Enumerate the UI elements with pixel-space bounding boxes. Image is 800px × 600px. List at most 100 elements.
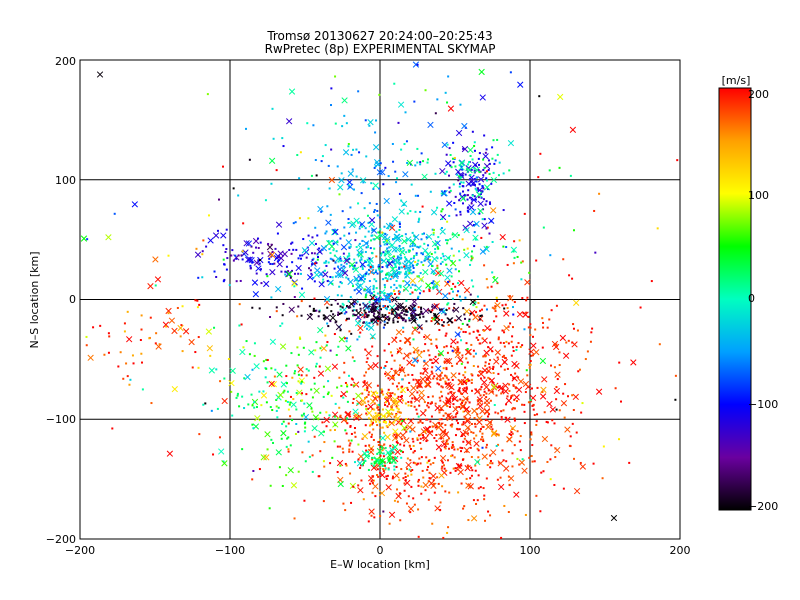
data-point-dot bbox=[465, 168, 468, 171]
data-point-dot bbox=[456, 282, 459, 285]
data-point-x bbox=[446, 267, 453, 274]
data-point-dot bbox=[320, 210, 323, 213]
data-point-dot bbox=[479, 193, 482, 196]
data-point-dot bbox=[343, 234, 346, 237]
data-point-dot bbox=[529, 326, 532, 329]
data-point-dot bbox=[281, 322, 284, 325]
data-point-dot bbox=[370, 447, 373, 450]
data-point-dot bbox=[375, 301, 378, 304]
data-point-dot bbox=[494, 411, 497, 414]
data-point-dot bbox=[250, 245, 253, 248]
data-point-dot bbox=[272, 137, 275, 140]
data-point-dot bbox=[512, 250, 515, 253]
data-point-dot bbox=[379, 515, 382, 518]
data-point-dot bbox=[392, 475, 395, 478]
data-point-dot bbox=[334, 261, 337, 264]
data-point-dot bbox=[384, 166, 387, 169]
data-point-dot bbox=[451, 349, 454, 352]
data-point-dot bbox=[444, 374, 447, 377]
data-point-dot bbox=[440, 385, 443, 388]
data-point-dot bbox=[371, 229, 374, 232]
data-point-dot bbox=[469, 154, 472, 157]
data-point-dot bbox=[285, 265, 288, 268]
data-point-dot bbox=[485, 446, 488, 449]
data-point-x bbox=[385, 222, 393, 230]
data-point-dot bbox=[379, 254, 382, 257]
data-point-dot bbox=[275, 405, 278, 408]
data-point-dot bbox=[238, 324, 241, 327]
data-point-x bbox=[376, 169, 384, 176]
data-point-dot bbox=[477, 338, 480, 341]
data-point-x bbox=[286, 270, 293, 278]
data-point-dot bbox=[464, 296, 467, 299]
data-point-dot bbox=[398, 284, 401, 287]
data-point-dot bbox=[313, 382, 316, 385]
data-point-dot bbox=[414, 284, 417, 287]
data-point-dot bbox=[491, 390, 494, 393]
data-point-dot bbox=[368, 301, 371, 304]
data-point-dot bbox=[398, 221, 401, 224]
data-point-dot bbox=[441, 260, 444, 263]
data-point-dot bbox=[489, 421, 492, 424]
data-point-dot bbox=[602, 445, 605, 448]
data-point-dot bbox=[304, 421, 307, 424]
data-point-x bbox=[362, 240, 370, 247]
data-point-dot bbox=[274, 368, 277, 371]
data-point-dot bbox=[481, 185, 484, 188]
data-point-x bbox=[445, 160, 452, 167]
data-point-dot bbox=[446, 439, 449, 442]
data-point-x bbox=[376, 447, 384, 455]
data-point-dot bbox=[326, 393, 329, 396]
data-point-x bbox=[461, 122, 468, 130]
data-point-dot bbox=[382, 241, 385, 244]
data-point-x bbox=[476, 191, 483, 198]
data-point-dot bbox=[354, 239, 357, 242]
data-point-dot bbox=[404, 479, 407, 482]
data-point-dot bbox=[427, 349, 430, 352]
data-point-x bbox=[365, 288, 372, 295]
data-point-dot bbox=[393, 262, 396, 265]
data-point-x bbox=[391, 399, 398, 407]
data-point-dot bbox=[464, 401, 467, 404]
data-point-x bbox=[370, 227, 378, 234]
data-point-x bbox=[374, 161, 382, 168]
data-point-dot bbox=[125, 362, 128, 365]
data-point-dot bbox=[434, 112, 437, 115]
data-point-dot bbox=[384, 403, 387, 406]
data-point-dot bbox=[388, 318, 391, 321]
data-point-dot bbox=[346, 305, 349, 308]
data-point-dot bbox=[366, 258, 369, 261]
data-point-dot bbox=[364, 396, 367, 399]
data-point-dot bbox=[475, 502, 478, 505]
data-point-dot bbox=[367, 264, 370, 267]
data-point-dot bbox=[387, 377, 390, 380]
data-point-dot bbox=[359, 466, 362, 469]
data-point-x bbox=[505, 397, 513, 404]
data-point-dot bbox=[393, 293, 396, 296]
data-point-dot bbox=[495, 394, 498, 397]
data-point-dot bbox=[325, 264, 328, 267]
data-point-dot bbox=[396, 177, 399, 180]
data-point-dot bbox=[404, 267, 407, 270]
data-point-dot bbox=[402, 247, 405, 250]
data-point-dot bbox=[427, 396, 430, 399]
data-point-dot bbox=[351, 168, 354, 171]
data-point-dot bbox=[433, 437, 436, 440]
data-point-x bbox=[355, 283, 362, 290]
data-point-dot bbox=[447, 459, 450, 462]
data-point-dot bbox=[448, 307, 451, 310]
data-point-dot bbox=[448, 174, 451, 177]
data-point-dot bbox=[413, 255, 416, 258]
data-point-dot bbox=[639, 306, 642, 309]
data-point-dot bbox=[376, 292, 379, 295]
data-point-dot bbox=[271, 250, 274, 253]
data-point-dot bbox=[301, 451, 304, 454]
data-point-x bbox=[347, 170, 354, 177]
data-point-dot bbox=[85, 344, 88, 347]
data-point-dot bbox=[382, 315, 385, 318]
data-point-dot bbox=[464, 371, 467, 374]
data-point-dot bbox=[406, 388, 409, 391]
data-point-dot bbox=[265, 358, 268, 361]
data-point-x bbox=[347, 278, 354, 286]
data-point-dot bbox=[272, 441, 275, 444]
